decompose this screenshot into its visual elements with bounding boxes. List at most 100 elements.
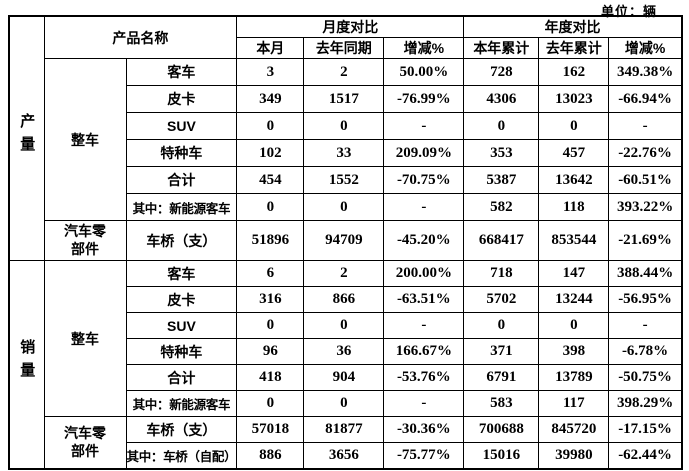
value-cell: 13642 [538, 166, 610, 194]
header-ytd-last-year: 去年累计 [538, 37, 610, 59]
value-cell: 117 [538, 390, 610, 417]
value-cell: 418 [236, 364, 305, 391]
table-row: 汽车零部件 车桥（支） 51896 94709 -45.20% 668417 8… [9, 220, 683, 261]
table-row: 皮卡 316 866 -63.51% 5702 13244 -56.95% [9, 286, 683, 313]
value-cell: 668417 [463, 220, 540, 261]
value-cell: -70.75% [383, 166, 465, 194]
value-cell: 166.67% [383, 338, 465, 365]
value-cell: 6 [236, 260, 305, 287]
table-row: 销量 整车 客车 6 2 200.00% 718 147 388.44% [8, 260, 683, 469]
table-row: SUV 0 0 - 0 0 - [9, 112, 683, 140]
value-cell: -45.20% [383, 220, 465, 261]
value-cell: - [608, 312, 683, 339]
group-cell-sales-vehicle: 整车 [43, 260, 127, 417]
value-cell: 371 [463, 338, 540, 365]
group-label: 汽车零部件 [64, 424, 106, 459]
header-product-name: 产品名称 [43, 15, 238, 59]
row-label: 客车 [125, 58, 238, 86]
header-this-month: 本月 [236, 37, 305, 59]
value-cell: 5387 [463, 166, 540, 194]
table-row: 其中：车桥（自配） 886 3656 -75.77% 15016 39980 -… [9, 442, 683, 469]
value-cell: 50.00% [383, 58, 465, 86]
value-cell: 853544 [538, 220, 610, 261]
value-cell: 5702 [463, 286, 540, 313]
header-row-columns: 本月 去年同期 增减% 本年累计 去年累计 增减% [9, 37, 683, 59]
group-label: 整车 [71, 131, 99, 148]
value-cell: 904 [303, 364, 385, 391]
header-yearly-compare: 年度对比 [463, 15, 683, 38]
value-cell: 0 [463, 312, 540, 339]
value-cell: 51896 [236, 220, 305, 261]
value-cell: 13023 [538, 85, 610, 113]
value-cell: 0 [236, 312, 305, 339]
value-cell: -6.78% [608, 338, 683, 365]
value-cell: 353 [463, 139, 540, 167]
value-cell: -60.51% [608, 166, 683, 194]
value-cell: 388.44% [608, 260, 683, 287]
value-cell: 147 [538, 260, 610, 287]
value-cell: 393.22% [608, 193, 683, 221]
row-label: SUV [125, 112, 238, 140]
table-row: 其中：新能源客车 0 0 - 582 118 393.22% [9, 193, 683, 221]
value-cell: 0 [236, 193, 305, 221]
value-cell: 0 [538, 112, 610, 140]
value-cell: - [608, 112, 683, 140]
row-label: 皮卡 [125, 85, 238, 113]
value-cell: 0 [236, 390, 305, 417]
value-cell: - [383, 112, 465, 140]
value-cell: -63.51% [383, 286, 465, 313]
value-cell: 0 [538, 312, 610, 339]
value-cell: 316 [236, 286, 305, 313]
section-cell-sales: 销量 [8, 260, 45, 469]
value-cell: 0 [303, 193, 385, 221]
value-cell: -76.99% [383, 85, 465, 113]
row-label: 其中：新能源客车 [125, 193, 238, 221]
value-cell: 33 [303, 139, 385, 167]
value-cell: 4306 [463, 85, 540, 113]
value-cell: -22.76% [608, 139, 683, 167]
table-row: 整车 客车 3 2 50.00% 728 162 349.38% [9, 58, 683, 221]
value-cell: 886 [236, 442, 305, 469]
value-cell: 13244 [538, 286, 610, 313]
row-label: 客车 [125, 260, 238, 287]
value-cell: 96 [236, 338, 305, 365]
header-ytd-this-year: 本年累计 [463, 37, 540, 59]
value-cell: 398 [538, 338, 610, 365]
value-cell: 349 [236, 85, 305, 113]
row-label: 特种车 [125, 338, 238, 365]
value-cell: 57018 [236, 416, 305, 443]
row-label: 车桥（支） [125, 416, 238, 443]
table-row: 特种车 102 33 209.09% 353 457 -22.76% [9, 139, 683, 167]
value-cell: 718 [463, 260, 540, 287]
section-label-sales: 销量 [18, 338, 36, 385]
value-cell: - [383, 193, 465, 221]
value-cell: 582 [463, 193, 540, 221]
value-cell: 0 [303, 390, 385, 417]
value-cell: 94709 [303, 220, 385, 261]
header-monthly-compare: 月度对比 [236, 15, 465, 38]
row-label: 合计 [125, 166, 238, 194]
header-yearly-change: 增减% [608, 37, 683, 59]
group-label: 整车 [71, 330, 99, 347]
value-cell: 3 [236, 58, 305, 86]
value-cell: 845720 [538, 416, 610, 443]
value-cell: -56.95% [608, 286, 683, 313]
header-monthly-change: 增减% [383, 37, 465, 59]
value-cell: 13789 [538, 364, 610, 391]
value-cell: 15016 [463, 442, 540, 469]
row-label: 皮卡 [125, 286, 238, 313]
header-same-period-last-year: 去年同期 [303, 37, 385, 59]
value-cell: 1552 [303, 166, 385, 194]
value-cell: - [383, 312, 465, 339]
value-cell: 0 [303, 112, 385, 140]
value-cell: 162 [538, 58, 610, 86]
value-cell: 200.00% [383, 260, 465, 287]
value-cell: 583 [463, 390, 540, 417]
value-cell: -53.76% [383, 364, 465, 391]
value-cell: 457 [538, 139, 610, 167]
value-cell: -30.36% [383, 416, 465, 443]
value-cell: 81877 [303, 416, 385, 443]
value-cell: 118 [538, 193, 610, 221]
row-label: 合计 [125, 364, 238, 391]
